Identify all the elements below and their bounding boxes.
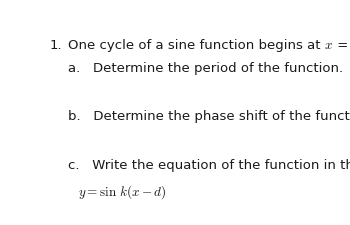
Text: a.   Determine the period of the function.: a. Determine the period of the function. — [68, 62, 343, 75]
Text: One cycle of a sine function begins at: One cycle of a sine function begins at — [68, 39, 324, 52]
Text: $x$: $x$ — [324, 39, 333, 52]
Text: =: = — [333, 39, 350, 52]
Text: c.   Write the equation of the function in the form: c. Write the equation of the function in… — [68, 159, 350, 172]
Text: $y = \sin\, k(x - d)$: $y = \sin\, k(x - d)$ — [78, 183, 167, 201]
Text: 1.: 1. — [50, 39, 62, 52]
Text: b.   Determine the phase shift of the function.: b. Determine the phase shift of the func… — [68, 110, 350, 123]
